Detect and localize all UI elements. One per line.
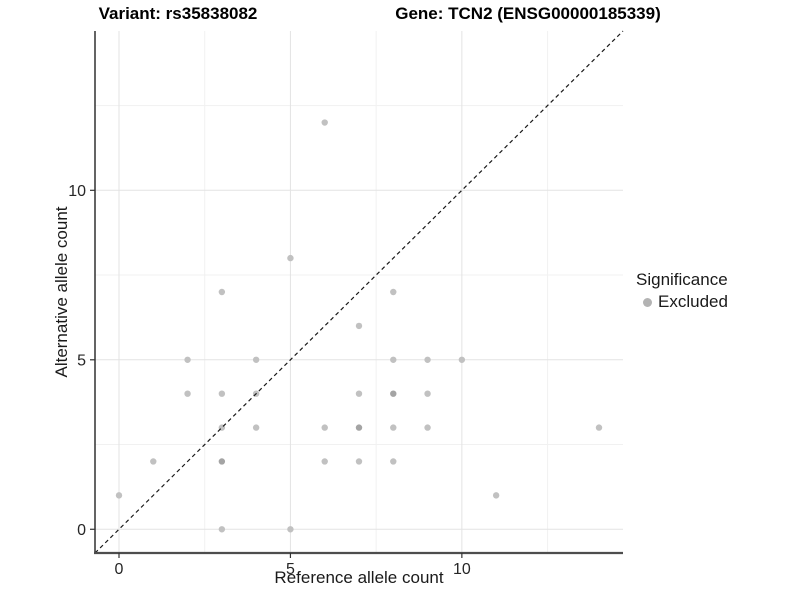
data-point (595, 424, 603, 431)
data-point (321, 119, 328, 126)
legend: Significance Excluded (636, 270, 728, 312)
data-point (355, 458, 363, 465)
gene-title: Gene: TCN2 (ENSG00000185339) (395, 4, 661, 23)
legend-item-label: Excluded (658, 292, 728, 311)
data-point (115, 492, 123, 499)
legend-title: Significance (636, 270, 728, 289)
data-point (458, 356, 466, 363)
data-point (252, 356, 260, 363)
data-point (390, 424, 397, 431)
data-point (355, 390, 363, 397)
y-tick-label: 10 (68, 183, 86, 200)
variant-title: Variant: rs35838082 (98, 4, 258, 23)
x-axis-title: Reference allele count (274, 568, 444, 587)
data-point (218, 390, 226, 397)
y-axis-title: Alternative allele count (52, 206, 71, 378)
x-tick-label: 10 (453, 561, 471, 578)
y-tick-label: 0 (77, 522, 86, 539)
data-point (184, 356, 191, 363)
x-tick-label: 0 (115, 561, 124, 578)
data-point (424, 356, 431, 363)
data-point (184, 390, 191, 397)
identity-dashed-line (94, 30, 624, 554)
data-point (218, 458, 226, 465)
data-point (218, 288, 226, 296)
data-point (287, 254, 294, 262)
data-point (150, 458, 157, 465)
data-point (287, 526, 294, 533)
data-point (390, 288, 397, 296)
x-tick-label: 5 (286, 561, 295, 578)
data-point (424, 424, 431, 431)
legend-item-excluded: Excluded (636, 292, 728, 312)
data-point (424, 390, 431, 397)
data-point (390, 356, 397, 363)
data-point (218, 526, 226, 533)
data-point (492, 492, 500, 499)
legend-point-icon (643, 297, 652, 307)
data-point (355, 424, 363, 431)
data-point (252, 424, 260, 431)
data-point (355, 322, 363, 330)
data-point (321, 458, 328, 465)
y-tick-label: 5 (77, 352, 86, 369)
data-point (321, 424, 328, 431)
data-point (390, 390, 397, 397)
data-point (390, 458, 397, 465)
